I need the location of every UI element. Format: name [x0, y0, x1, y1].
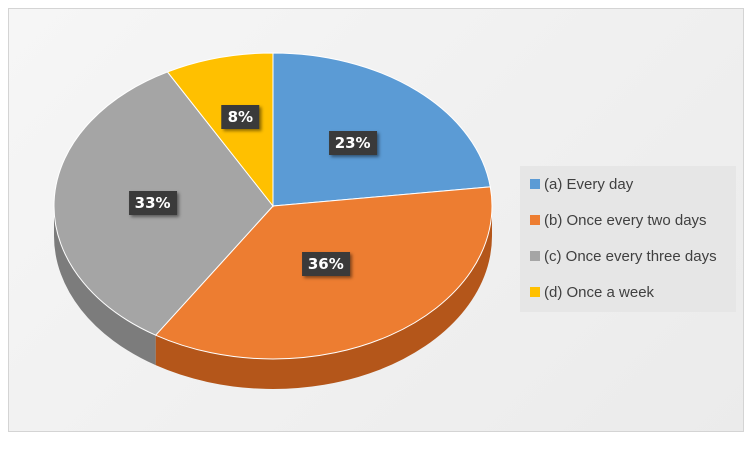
- legend-swatch: [530, 215, 540, 225]
- legend: (a) Every day (b) Once every two days (c) …: [520, 166, 736, 312]
- pie-sides: [54, 206, 492, 389]
- legend-swatch: [530, 179, 540, 189]
- legend-swatch: [530, 251, 540, 261]
- legend-item-b-once-every-two-days: (b) Once every two days: [530, 210, 707, 230]
- legend-swatch: [530, 287, 540, 297]
- data-label-b-once-every-two-days: 36%: [301, 252, 350, 277]
- legend-item-d-once-a-week: (d) Once a week: [530, 282, 654, 302]
- pie-slice-d-once-a-week: [166, 52, 274, 208]
- data-label-a-every-day: 23%: [328, 130, 377, 155]
- pie-side-c-once-every-three-days: [54, 206, 156, 366]
- legend-item-a-every-day: (a) Every day: [530, 174, 633, 194]
- data-label-d-once-a-week: 8%: [221, 105, 260, 130]
- legend-label: (d) Once a week: [544, 283, 655, 301]
- legend-label: (b) Once every two days: [544, 211, 707, 229]
- pie-slice-a-every-day: [272, 52, 491, 207]
- legend-label: (c) Once every three days: [544, 247, 717, 265]
- legend-label: (a) Every day: [544, 175, 634, 193]
- pie-side-b-once-every-two-days: [155, 206, 492, 389]
- legend-item-c-once-every-three-days: (c) Once every three days: [530, 246, 717, 266]
- pie-tops: [53, 52, 493, 360]
- data-label-c-once-every-three-days: 33%: [128, 191, 177, 216]
